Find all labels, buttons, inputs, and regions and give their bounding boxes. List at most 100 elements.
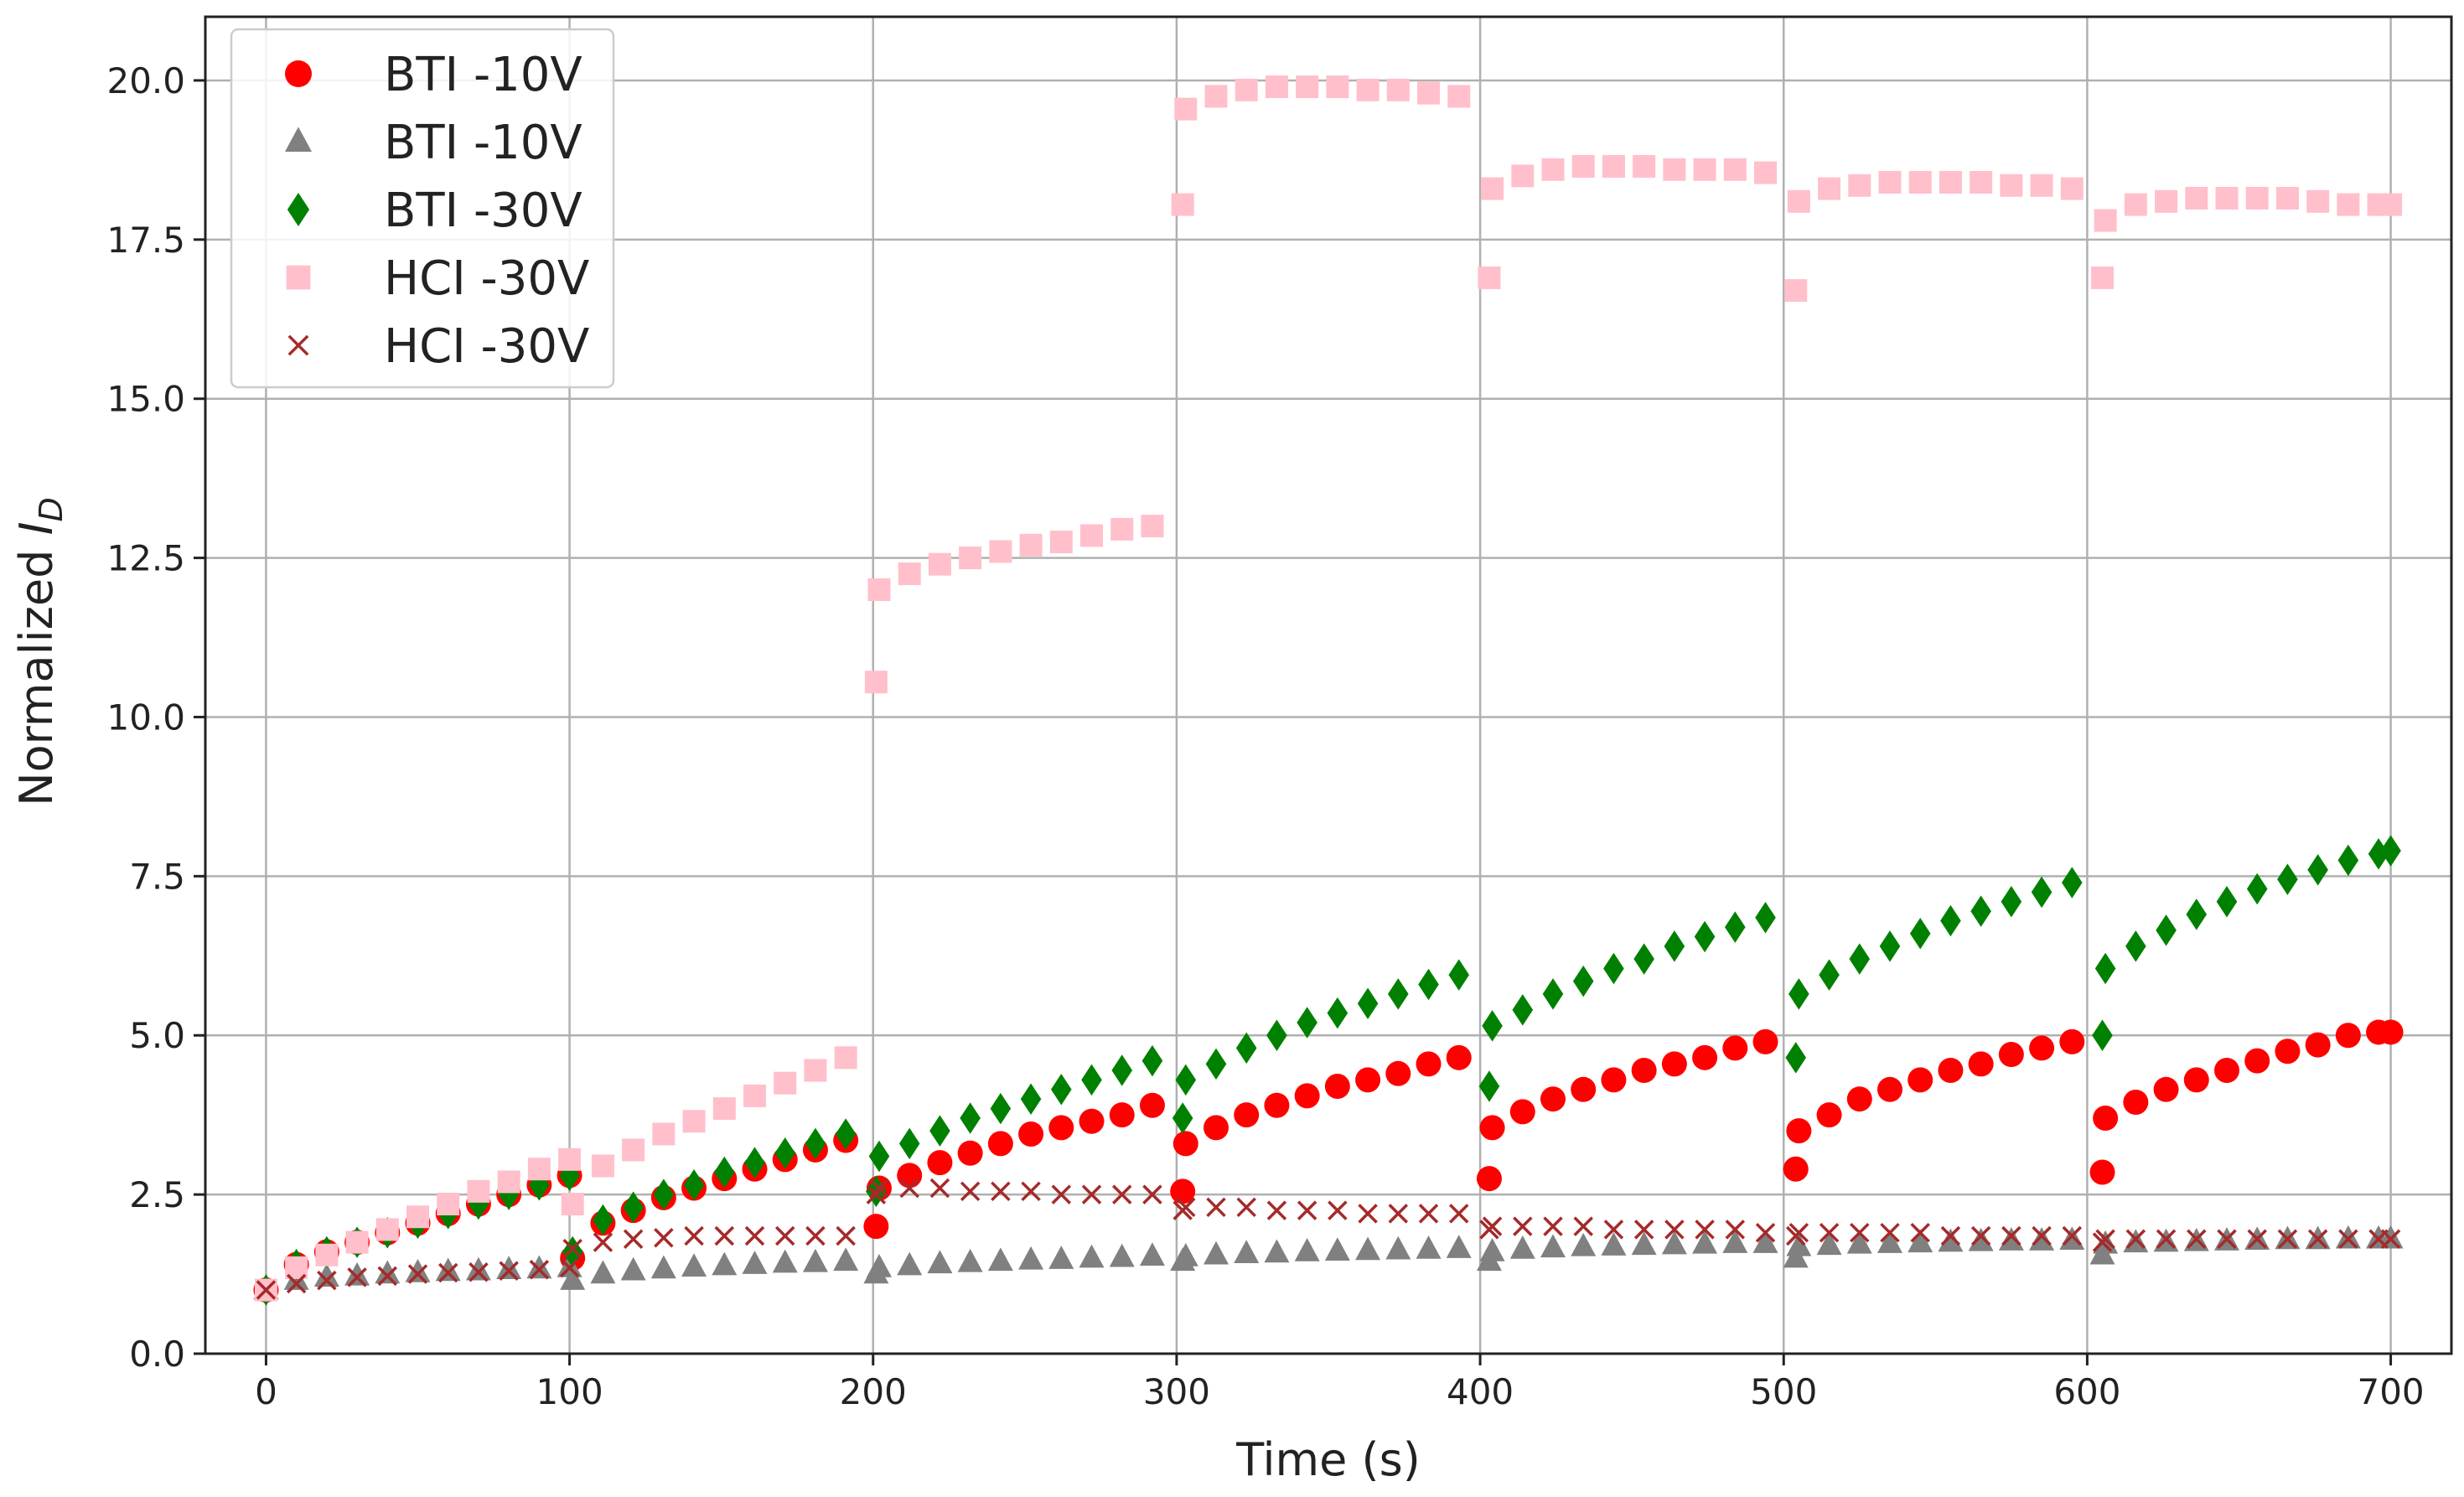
data-point-triangle: [1722, 1230, 1748, 1253]
data-point-x: [1111, 1184, 1132, 1204]
data-point-square: [1049, 531, 1073, 554]
data-point-triangle: [1540, 1234, 1566, 1258]
data-point-x: [1482, 1216, 1503, 1236]
data-point-circle: [927, 1150, 953, 1176]
data-point-square: [1019, 533, 1043, 557]
data-point-diamond: [1266, 1019, 1287, 1051]
legend-box: [230, 28, 615, 389]
data-point-diamond: [1478, 1070, 1500, 1102]
data-point-circle: [897, 1163, 923, 1189]
data-point-triangle: [1661, 1230, 1687, 1255]
legend-marker-x: [287, 334, 309, 356]
data-point-diamond: [1664, 930, 1685, 962]
data-point-diamond: [1512, 994, 1534, 1026]
data-point-x: [2217, 1229, 2237, 1250]
data-point-x: [1725, 1220, 1746, 1240]
data-point-diamond: [2186, 899, 2208, 930]
x-tick-label: 200: [840, 1371, 907, 1412]
data-point-square: [804, 1059, 827, 1082]
data-point-circle: [2214, 1058, 2239, 1084]
data-point-circle: [1877, 1076, 1902, 1102]
data-point-x: [437, 1262, 458, 1283]
data-point-diamond: [623, 1191, 644, 1224]
data-point-triangle: [1172, 1243, 1198, 1266]
data-point-circle: [2123, 1089, 2149, 1115]
data-point-diamond: [559, 1159, 580, 1192]
y-tick-label: 2.5: [129, 1174, 185, 1215]
data-point-triangle: [1204, 1241, 1229, 1265]
data-point-square: [2030, 174, 2053, 197]
data-point-triangle: [344, 1261, 370, 1286]
legend-marker-circle: [285, 60, 312, 87]
data-point-circle: [2305, 1032, 2331, 1058]
data-point-circle: [1170, 1178, 1196, 1204]
data-point-triangle: [772, 1249, 798, 1273]
data-point-diamond: [713, 1156, 735, 1189]
data-point-diamond: [1940, 904, 1961, 937]
y-tick-label: 20.0: [106, 60, 185, 101]
data-point-circle: [1385, 1060, 1411, 1086]
data-point-circle: [1476, 1166, 1502, 1192]
data-point-square: [1141, 515, 1164, 538]
data-point-diamond: [1909, 917, 1931, 950]
data-point-triangle: [650, 1255, 676, 1279]
data-point-triangle: [1938, 1228, 1964, 1252]
data-point-diamond: [960, 1102, 981, 1134]
data-point-x: [1850, 1222, 1870, 1243]
data-point-circle: [1264, 1092, 1290, 1118]
data-point-x: [1051, 1184, 1072, 1204]
data-point-circle: [1018, 1121, 1044, 1147]
data-point-circle: [1204, 1115, 1229, 1141]
data-point-triangle: [1079, 1244, 1105, 1268]
data-point-diamond: [1387, 978, 1409, 1010]
data-point-triangle: [712, 1251, 738, 1276]
data-point-diamond: [1175, 1064, 1197, 1096]
data-point-diamond: [1357, 987, 1379, 1020]
data-point-triangle: [1998, 1227, 2024, 1251]
data-point-square: [2124, 193, 2147, 216]
data-point-circle: [1968, 1051, 1994, 1077]
data-point-square: [1723, 158, 1747, 181]
data-point-square: [1356, 78, 1380, 101]
data-point-diamond: [990, 1092, 1012, 1125]
data-point-x: [684, 1225, 704, 1246]
data-point-triangle: [897, 1251, 923, 1276]
data-point-triangle: [1139, 1242, 1165, 1266]
data-point-square: [1296, 75, 1319, 99]
data-point-diamond: [2337, 844, 2359, 877]
data-point-triangle: [1018, 1246, 1044, 1270]
data-point-triangle: [927, 1250, 953, 1274]
data-point-triangle: [1446, 1235, 1472, 1258]
data-point-square: [1080, 524, 1104, 547]
data-point-circle: [2244, 1048, 2270, 1074]
data-point-square: [1204, 85, 1228, 108]
data-point-square: [1478, 266, 1501, 289]
data-point-triangle: [1571, 1232, 1597, 1256]
data-point-triangle: [435, 1257, 461, 1282]
data-point-circle: [1938, 1058, 1964, 1084]
y-axis-label-subscript: D: [33, 497, 70, 521]
data-point-square: [2185, 186, 2208, 210]
data-point-circle: [1234, 1102, 1260, 1128]
data-point-square: [561, 1193, 584, 1216]
x-tick-label: 500: [1750, 1371, 1817, 1412]
data-point-triangle: [1479, 1237, 1505, 1261]
data-point-circle: [1479, 1115, 1505, 1141]
data-point-x: [256, 1280, 277, 1300]
y-tick-label: 15.0: [106, 379, 185, 420]
data-point-x: [866, 1184, 887, 1204]
data-point-diamond: [1724, 911, 1746, 943]
data-point-x: [1970, 1225, 1991, 1246]
data-point-diamond: [1020, 1083, 1042, 1115]
data-point-diamond: [1785, 1042, 1807, 1074]
data-point-diamond: [1694, 920, 1716, 953]
data-point-x: [317, 1270, 337, 1291]
data-point-triangle: [957, 1248, 983, 1272]
data-point-triangle: [2378, 1225, 2404, 1249]
data-point-square: [959, 546, 982, 570]
data-point-x: [2001, 1225, 2021, 1246]
data-point-square: [558, 1147, 582, 1171]
data-point-square: [712, 1097, 736, 1121]
data-point-circle: [1722, 1035, 1748, 1061]
